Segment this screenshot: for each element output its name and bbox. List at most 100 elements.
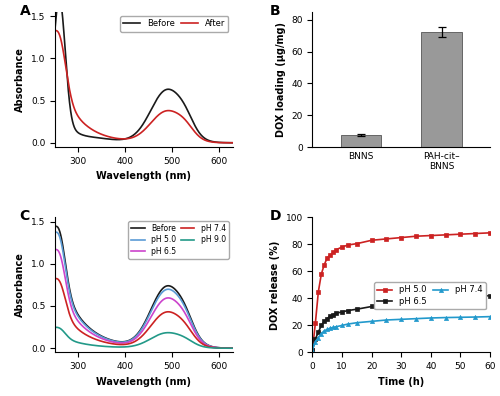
pH 7.4 xyxy=(333,324,339,329)
pH 7.4 xyxy=(327,326,333,331)
Legend: pH 5.0, pH 6.5, pH 7.4: pH 5.0, pH 6.5, pH 7.4 xyxy=(374,282,486,309)
pH 5.0 xyxy=(398,235,404,240)
Y-axis label: DOX release (%): DOX release (%) xyxy=(270,240,280,329)
pH 7.4 xyxy=(398,317,404,322)
pH 6.5 xyxy=(345,308,351,313)
Bar xyxy=(340,135,381,147)
pH 7.4 xyxy=(368,319,374,324)
pH 5.0 xyxy=(52,230,58,235)
pH 5.0 xyxy=(186,314,192,318)
pH 7.4 xyxy=(345,322,351,326)
Legend: Before, pH 5.0, pH 6.5, pH 7.4, pH 9.0: Before, pH 5.0, pH 6.5, pH 7.4, pH 9.0 xyxy=(128,221,228,259)
pH 7.4 xyxy=(53,276,59,281)
pH 6.5 xyxy=(339,310,345,314)
pH 6.5 xyxy=(428,297,434,302)
pH 7.4 xyxy=(339,323,345,328)
pH 7.4 xyxy=(458,315,464,320)
pH 7.4 xyxy=(310,347,316,352)
Y-axis label: Absorbance: Absorbance xyxy=(16,252,26,317)
pH 9.0 xyxy=(186,337,192,342)
pH 9.0 xyxy=(98,344,104,348)
pH 5.0 xyxy=(322,262,328,267)
pH 6.5 xyxy=(333,311,339,316)
X-axis label: Time (h): Time (h) xyxy=(378,377,424,387)
pH 7.4 xyxy=(318,331,324,336)
pH 6.5 xyxy=(442,296,448,301)
pH 7.4 xyxy=(157,313,163,318)
pH 6.5 xyxy=(322,319,328,324)
Line: pH 6.5: pH 6.5 xyxy=(310,293,492,352)
Before xyxy=(52,224,58,229)
pH 6.5 xyxy=(84,327,89,332)
pH 6.5 xyxy=(132,336,138,341)
pH 6.5 xyxy=(368,304,374,309)
pH 7.4 xyxy=(330,325,336,330)
Before xyxy=(171,286,177,291)
pH 6.5 xyxy=(310,347,316,352)
pH 5.0 xyxy=(458,232,464,236)
pH 7.4 xyxy=(230,346,235,350)
pH 7.4 xyxy=(132,339,138,343)
pH 9.0 xyxy=(171,331,177,336)
pH 5.0 xyxy=(324,255,330,260)
Y-axis label: Absorbance: Absorbance xyxy=(16,47,26,112)
Line: pH 5.0: pH 5.0 xyxy=(55,232,233,348)
Y-axis label: DOX loading (μg/mg): DOX loading (μg/mg) xyxy=(276,22,285,137)
pH 5.0 xyxy=(384,236,390,241)
pH 7.4 xyxy=(186,326,192,331)
pH 5.0 xyxy=(316,289,322,294)
Before xyxy=(84,323,89,328)
pH 7.4 xyxy=(472,315,478,320)
pH 5.0 xyxy=(98,334,104,339)
pH 7.4 xyxy=(316,335,322,340)
Line: Before: Before xyxy=(55,226,233,348)
pH 5.0 xyxy=(368,238,374,243)
pH 5.0 xyxy=(442,232,448,237)
X-axis label: Wavelength (nm): Wavelength (nm) xyxy=(96,171,192,181)
pH 9.0 xyxy=(53,325,59,330)
pH 6.5 xyxy=(413,299,419,303)
pH 6.5 xyxy=(186,318,192,323)
Before xyxy=(157,289,163,294)
pH 6.5 xyxy=(327,314,333,318)
pH 6.5 xyxy=(312,337,318,341)
pH 5.0 xyxy=(53,230,59,234)
pH 7.4 xyxy=(52,276,58,281)
pH 6.5 xyxy=(324,316,330,321)
pH 7.4 xyxy=(312,339,318,344)
Text: C: C xyxy=(20,209,30,223)
pH 5.0 xyxy=(312,320,318,325)
Line: pH 7.4: pH 7.4 xyxy=(310,314,492,352)
pH 6.5 xyxy=(354,307,360,312)
pH 5.0 xyxy=(84,324,89,329)
pH 5.0 xyxy=(345,243,351,248)
pH 7.4 xyxy=(384,318,390,322)
Text: A: A xyxy=(20,4,30,18)
pH 6.5 xyxy=(384,301,390,306)
pH 7.4 xyxy=(171,311,177,316)
pH 6.5 xyxy=(472,294,478,299)
Line: pH 9.0: pH 9.0 xyxy=(55,327,233,348)
pH 7.4 xyxy=(322,328,328,333)
pH 6.5 xyxy=(53,247,59,252)
Before xyxy=(186,312,192,316)
pH 5.0 xyxy=(339,245,345,249)
pH 5.0 xyxy=(171,289,177,294)
pH 7.4 xyxy=(428,316,434,320)
pH 5.0 xyxy=(132,334,138,339)
pH 5.0 xyxy=(310,347,316,352)
Bar xyxy=(422,32,462,147)
pH 6.5 xyxy=(318,323,324,328)
pH 7.4 xyxy=(84,333,89,337)
pH 7.4 xyxy=(98,339,104,343)
pH 5.0 xyxy=(230,346,235,350)
pH 5.0 xyxy=(330,250,336,255)
pH 7.4 xyxy=(487,314,493,319)
Before xyxy=(132,333,138,338)
pH 6.5 xyxy=(458,295,464,299)
pH 5.0 xyxy=(428,233,434,238)
pH 7.4 xyxy=(442,315,448,320)
pH 7.4 xyxy=(413,316,419,321)
pH 7.4 xyxy=(324,327,330,332)
pH 6.5 xyxy=(330,312,336,317)
